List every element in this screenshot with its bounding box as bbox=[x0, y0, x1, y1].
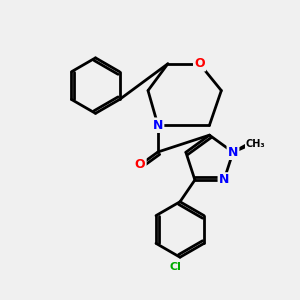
Text: N: N bbox=[228, 146, 238, 159]
Text: N: N bbox=[153, 119, 163, 132]
Text: O: O bbox=[135, 158, 146, 171]
Text: CH₃: CH₃ bbox=[246, 139, 266, 149]
Text: Cl: Cl bbox=[169, 262, 181, 272]
Text: N: N bbox=[219, 173, 229, 186]
Text: O: O bbox=[194, 57, 205, 70]
